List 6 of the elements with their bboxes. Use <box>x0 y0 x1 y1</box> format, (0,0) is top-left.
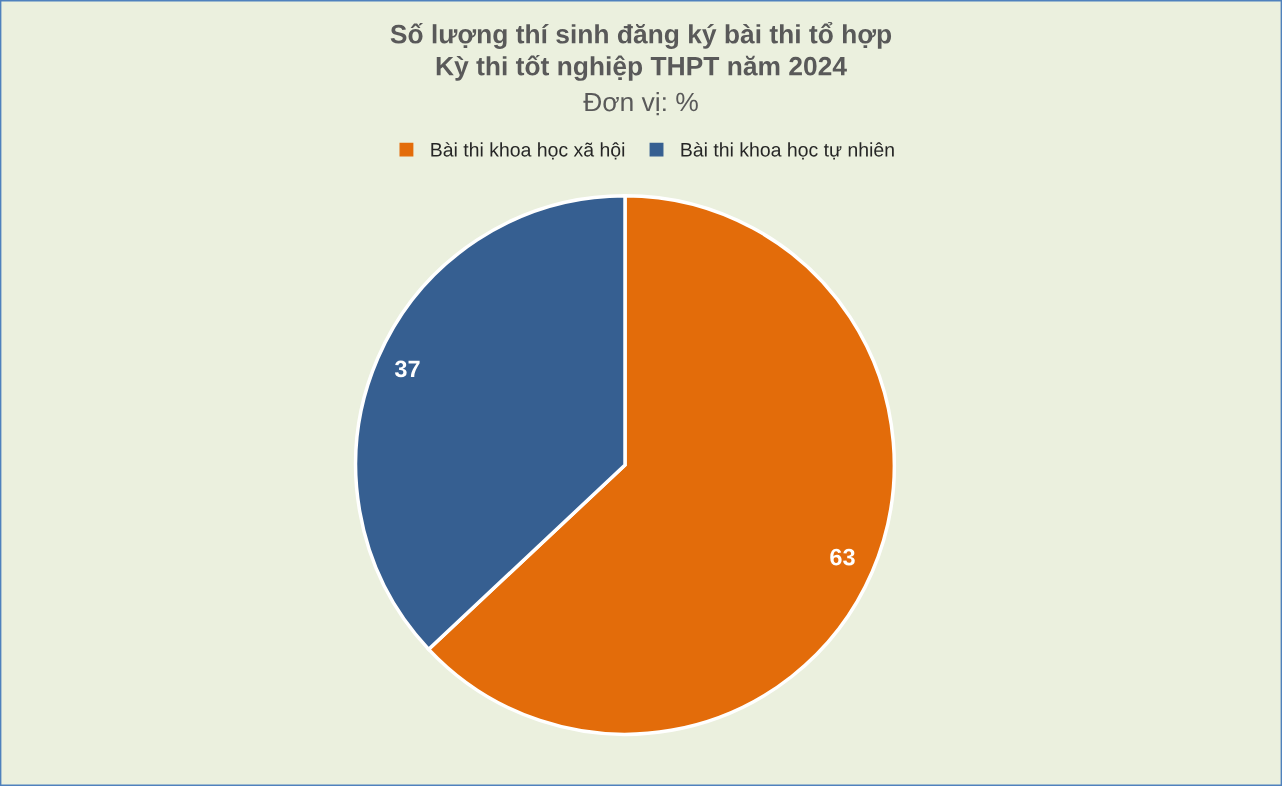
data-label: 63 <box>830 548 855 566</box>
legend-label: Bài thi khoa học tự nhiên <box>681 142 894 160</box>
data-label: 37 <box>394 360 420 378</box>
chart-subtitle: Đơn vị: % <box>583 92 698 116</box>
chart-title: Số lượng thí sinh đăng ký bài thi tổ hợp Kỳ thi tốt nghiệp THPT năm 2024 <box>390 22 892 81</box>
legend-label: Bài thi khoa học xã hội <box>431 142 625 160</box>
